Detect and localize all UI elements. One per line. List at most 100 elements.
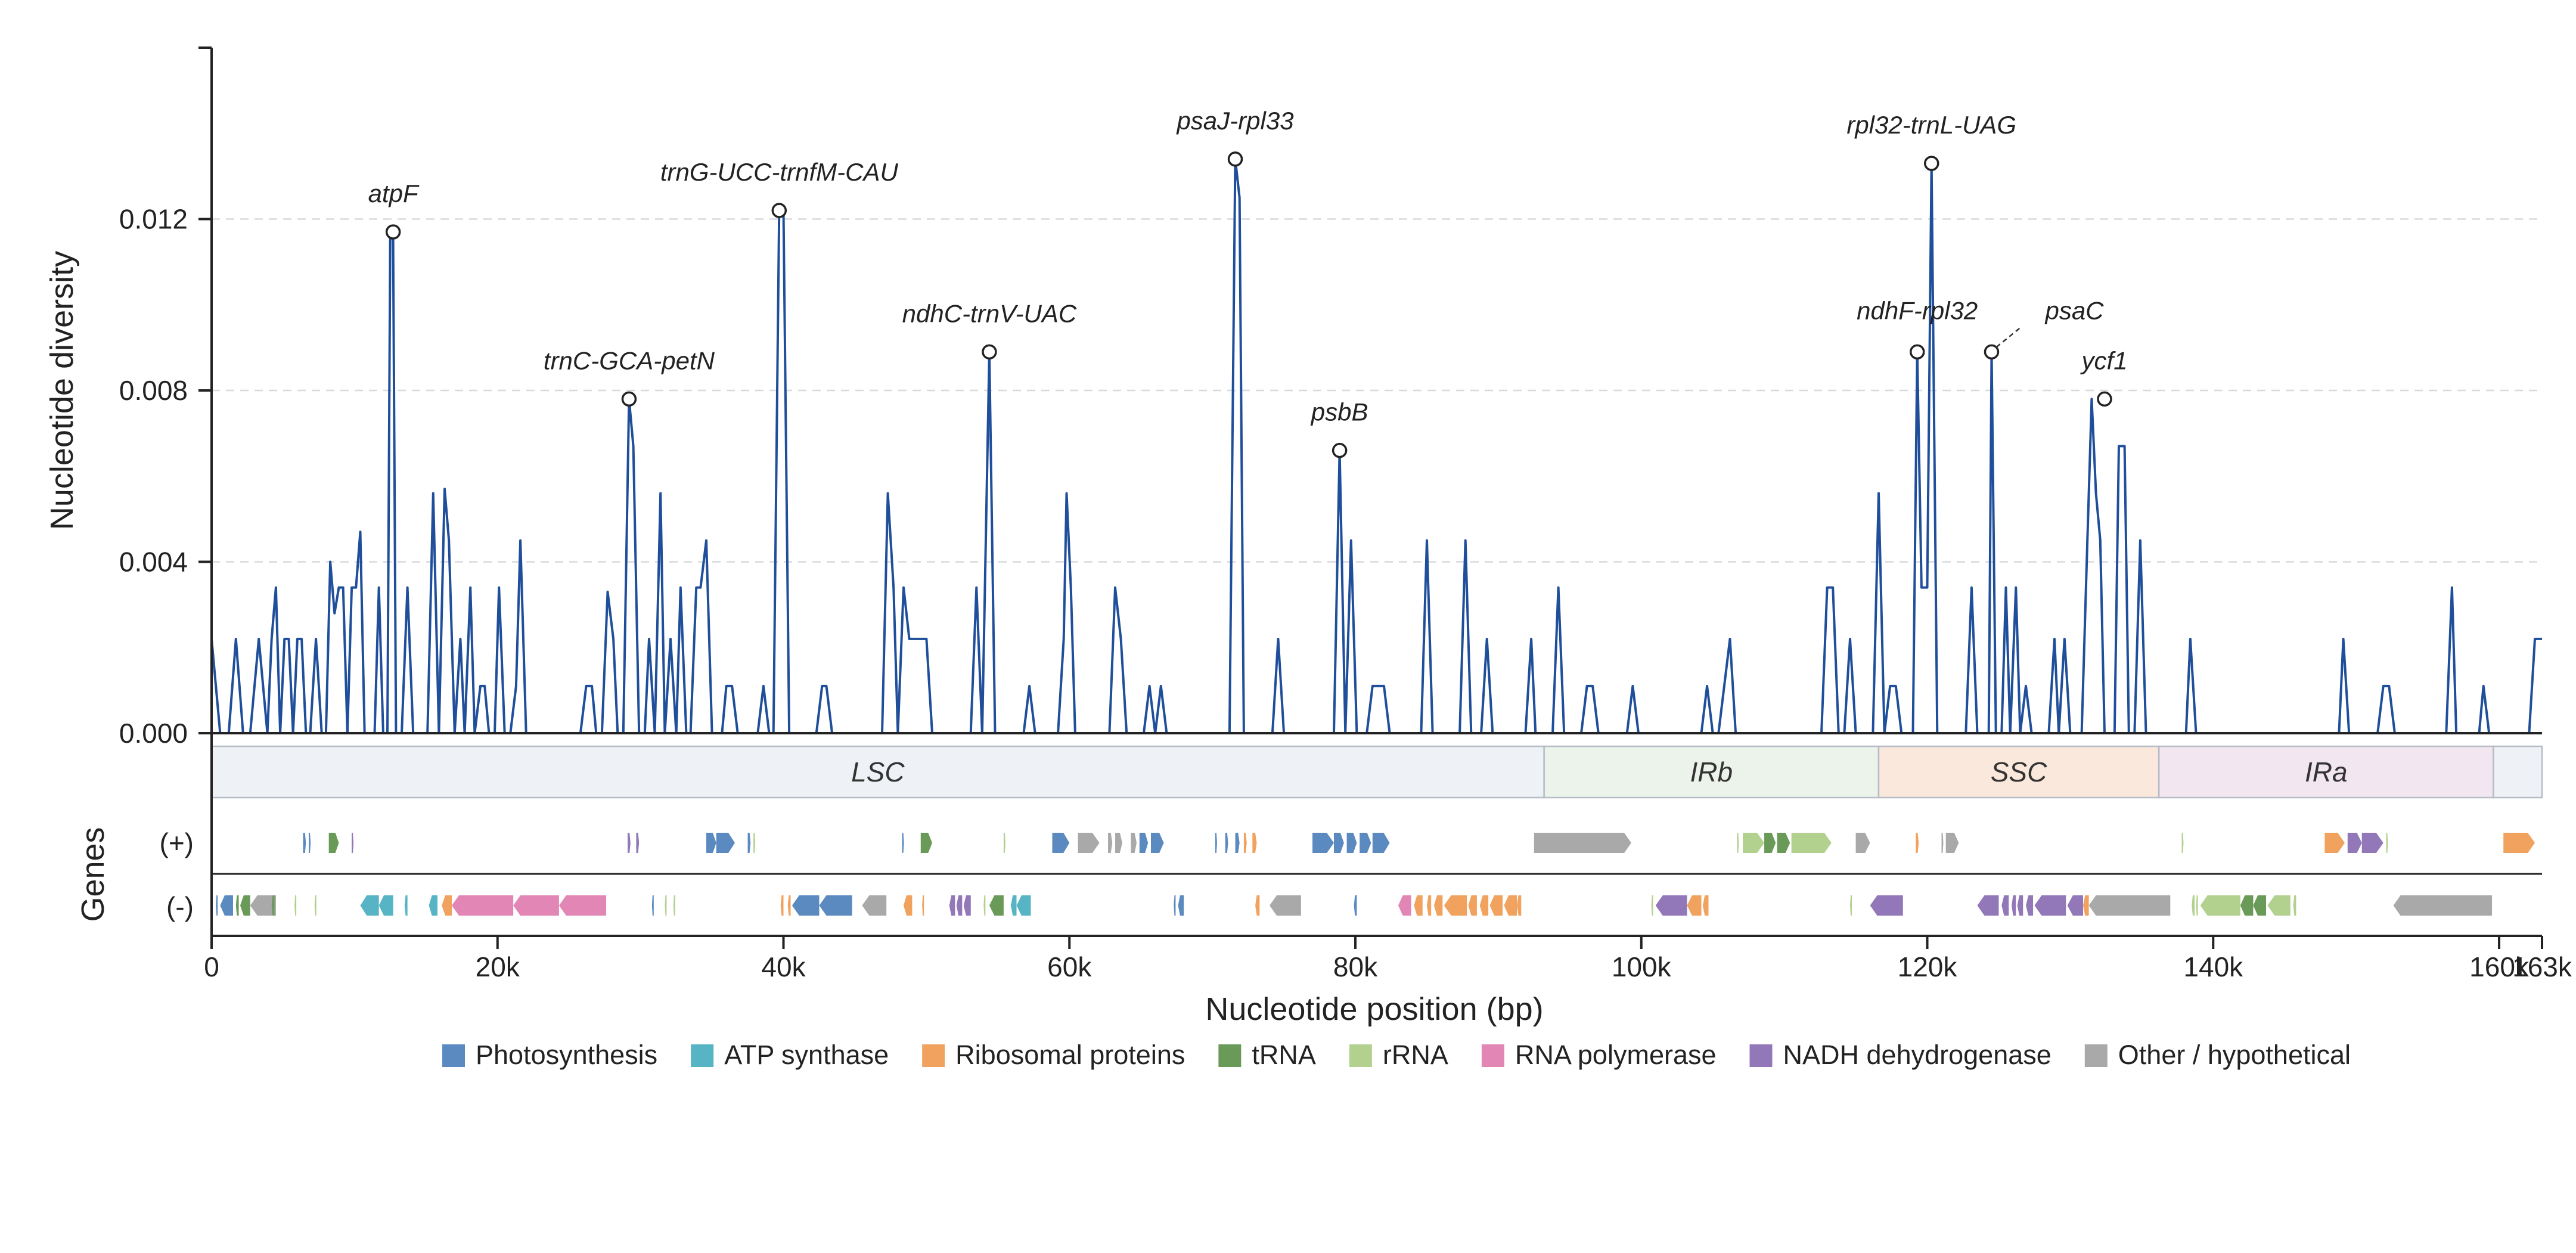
gene-arrow (787, 895, 791, 916)
gene-arrow (271, 895, 275, 916)
legend-label: tRNA (1252, 1040, 1316, 1070)
peak-label: rpl32-trnL-UAG (1846, 111, 2016, 139)
peak-label: ndhF-rpl32 (1857, 296, 1978, 324)
legend-label: NADH dehydrogenase (1783, 1040, 2052, 1070)
legend-swatch (1218, 1044, 1242, 1067)
region-block (210, 745, 1545, 799)
gene-arrow (1010, 895, 1017, 916)
peak-marker (982, 344, 997, 360)
gene-arrow (235, 895, 239, 916)
gene-arrow (2026, 895, 2034, 916)
peak-label: trnG-UCC-trnfM-CAU (660, 158, 899, 186)
annotation-leader (1995, 326, 2022, 348)
gene-arrow (2503, 833, 2535, 853)
peak-marker (1923, 156, 1939, 171)
gene-arrow (1777, 833, 1790, 853)
gene-arrow (1052, 833, 1070, 853)
gene-tracks (212, 833, 2542, 916)
gene-arrow (1743, 833, 1765, 853)
gene-arrow (1764, 833, 1776, 853)
gene-arrow (1479, 895, 1489, 916)
gene-arrow (1945, 833, 1959, 853)
gene-arrow (1115, 833, 1123, 853)
x-tick-label: 40k (761, 951, 806, 982)
peak-label: ndhC-trnV-UAC (902, 299, 1077, 327)
region-block (2158, 745, 2494, 799)
x-tick-label: 80k (1333, 951, 1378, 982)
region-label: IRb (1690, 756, 1733, 787)
gene-arrow (651, 895, 654, 916)
legend-swatch (691, 1044, 714, 1067)
gene-arrow (1312, 833, 1334, 853)
x-tick-label: 60k (1047, 951, 1092, 982)
gene-arrow (1215, 833, 1217, 853)
gene-arrow (716, 833, 735, 853)
legend-label: ATP synthase (724, 1040, 889, 1070)
x-tick-label: 163k (2512, 951, 2572, 982)
gene-arrow (2034, 895, 2066, 916)
gene-arrow (2181, 833, 2184, 853)
legend-label: RNA polymerase (1515, 1040, 1717, 1070)
gene-arrow (1737, 833, 1739, 853)
gene-arrow (2067, 895, 2083, 916)
gene-arrow (1252, 833, 1257, 853)
gene-arrow (240, 895, 250, 916)
gene-arrow (2293, 895, 2296, 916)
gene-arrow (1534, 833, 1631, 853)
y-axis-ticks: 0.000 0.004 0.008 0.012 (119, 46, 212, 749)
genes-track-title: Genes (75, 827, 111, 922)
gene-arrow (2267, 895, 2291, 916)
gene-arrow (904, 895, 913, 916)
gene-arrow (2393, 895, 2493, 916)
y-tick-label: 0.000 (119, 718, 188, 749)
strand-plus-label: (+) (160, 827, 194, 858)
legend-swatch (2084, 1044, 2108, 1067)
gene-arrow (989, 895, 1004, 916)
gene-arrow (956, 895, 963, 916)
gene-arrow (1426, 895, 1432, 916)
x-axis-title: Nucleotide position (bp) (1205, 991, 1543, 1027)
gene-arrow (1655, 895, 1687, 916)
gene-arrow (963, 895, 971, 916)
gene-arrow (819, 895, 852, 916)
x-tick-label: 20k (476, 951, 520, 982)
region-block (1543, 745, 1880, 799)
peak-marker (1332, 442, 1348, 458)
gene-arrow (2324, 833, 2345, 853)
gene-arrow (902, 833, 904, 853)
gene-arrow (303, 833, 306, 853)
gene-arrow (792, 895, 820, 916)
axes (210, 48, 2542, 937)
gene-arrow (2196, 895, 2198, 916)
gene-arrow (1372, 833, 1390, 853)
gene-arrow (1977, 895, 1999, 916)
gene-arrow (1174, 895, 1176, 916)
legend: Photosynthesis ATP synthase Ribosomal prot… (442, 1040, 2351, 1070)
legend-swatch (922, 1044, 945, 1067)
peak-marker (1227, 151, 1243, 167)
gene-arrow (1517, 895, 1522, 916)
peak-label: psbB (1310, 398, 1368, 426)
gene-arrow (309, 833, 311, 853)
peak-marker (385, 224, 401, 240)
gene-arrow (1346, 833, 1357, 853)
region-label: LSC (851, 756, 905, 787)
gene-arrow (1941, 833, 1944, 853)
y-tick-label: 0.012 (119, 204, 188, 235)
gene-arrow (1855, 833, 1870, 853)
region-label: SSC (1991, 756, 2047, 787)
gene-arrow (2192, 895, 2195, 916)
gene-arrow (429, 895, 438, 916)
peak-marker (1984, 344, 2000, 360)
x-tick-label: 120k (1898, 951, 1958, 982)
peak-label: psaJ-rpl33 (1175, 107, 1293, 135)
gene-arrow (2001, 895, 2009, 916)
gene-arrow (1702, 895, 1709, 916)
gene-arrow (1255, 895, 1260, 916)
legend-label: Photosynthesis (476, 1040, 657, 1070)
legend-label: Other / hypothetical (2118, 1040, 2351, 1070)
gene-arrow (1003, 833, 1005, 853)
gene-arrow (2386, 833, 2388, 853)
